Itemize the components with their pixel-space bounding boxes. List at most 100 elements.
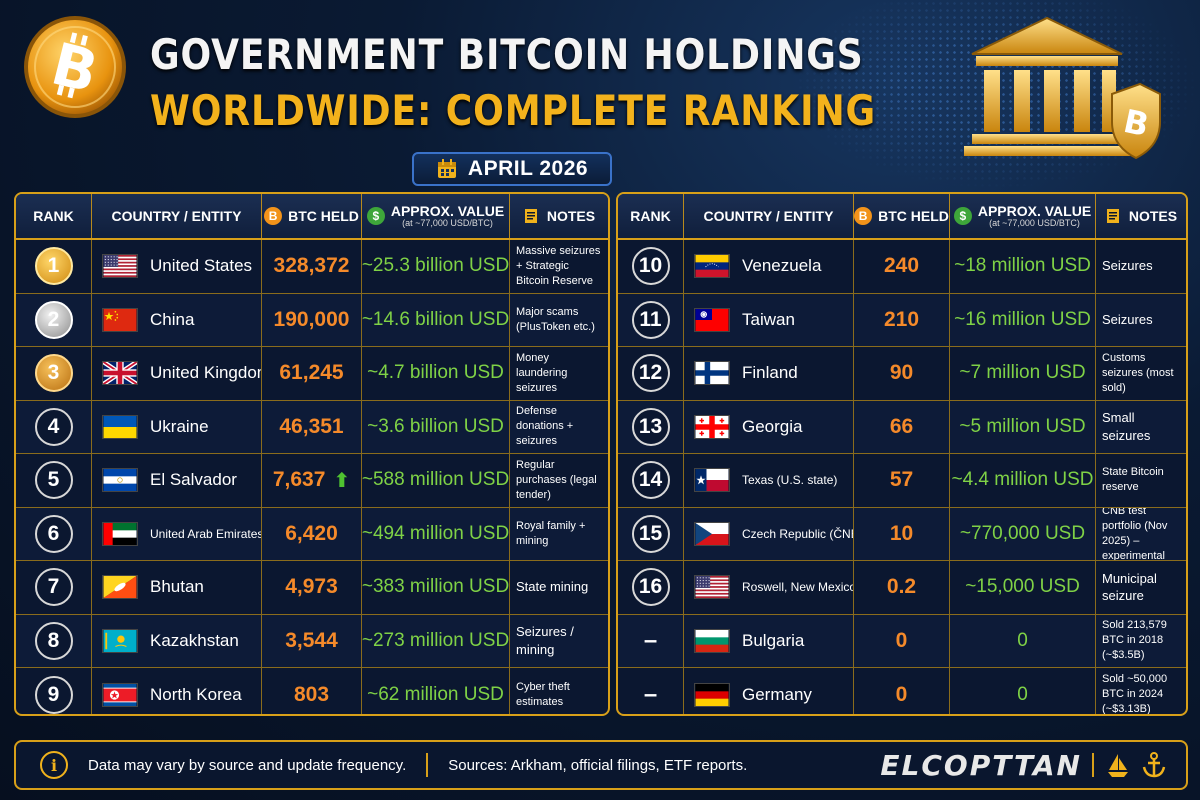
flag-bg-icon bbox=[694, 628, 730, 653]
footer-disclaimer: Data may vary by source and update frequ… bbox=[88, 756, 407, 774]
btc-held-cell: 6,420 bbox=[262, 507, 362, 560]
col-value: $ APPROX. VALUE (at ~77,000 USD/BTC) bbox=[950, 194, 1096, 238]
btc-held-cell: 90 bbox=[854, 347, 950, 400]
notes-text: Major scams (PlusToken etc.) bbox=[516, 305, 595, 333]
approx-value-cell: ~14.6 billion USD bbox=[362, 293, 510, 346]
approx-value: ~5 million USD bbox=[959, 415, 1086, 437]
btc-held-cell: 66 bbox=[854, 400, 950, 453]
country-cell: Texas (U.S. state) bbox=[684, 454, 854, 507]
table-body-left: 1 United States 328,372 ~25.3 billion USD Ma… bbox=[16, 240, 608, 714]
approx-value-cell: ~4.4 million USD bbox=[950, 454, 1096, 507]
rank-badge: 11 bbox=[631, 300, 670, 339]
flag-cz-icon bbox=[694, 521, 730, 546]
rank-badge: 7 bbox=[34, 568, 73, 607]
title-line-2: WORLDWIDE: COMPLETE RANKING bbox=[150, 86, 877, 135]
notes-cell: Sold ~50,000 BTC in 2024 (~$3.13B) bbox=[1096, 668, 1186, 714]
brand-logo: ELCOPTTAN bbox=[880, 748, 1082, 782]
notes-text: State mining bbox=[516, 579, 589, 595]
btc-held-value: 210 bbox=[883, 307, 920, 331]
rank-cell: 12 bbox=[618, 347, 684, 400]
rank-cell: 8 bbox=[16, 614, 92, 667]
country-name: Georgia bbox=[742, 416, 803, 436]
approx-value-cell: ~588 million USD bbox=[362, 454, 510, 507]
rank-cell: 14 bbox=[618, 454, 684, 507]
rank-cell: 6 bbox=[16, 507, 92, 560]
table-row: 2 China 190,000 ~14.6 billion USD Major scam… bbox=[16, 293, 608, 347]
footer-sources: Sources: Arkham, official filings, ETF r… bbox=[448, 756, 748, 774]
approx-value-cell: ~15,000 USD bbox=[950, 561, 1096, 614]
approx-value-cell: ~494 million USD bbox=[362, 507, 510, 560]
bitcoin-icon: B bbox=[854, 207, 873, 225]
notes-text: Money laundering seizures bbox=[516, 351, 568, 394]
rank-cell: 2 bbox=[16, 293, 92, 346]
btc-held-cell: 210 bbox=[854, 293, 950, 346]
rank-badge: 14 bbox=[631, 461, 670, 500]
table-row: 16 Roswell, New Mexico (USA) 0.2 ~15,000 US… bbox=[618, 561, 1186, 615]
notes-text: Seizures bbox=[1102, 258, 1153, 274]
notes-text: Defense donations + seizures bbox=[516, 405, 574, 448]
notes-text: Sold 213,579 BTC in 2018 (~$3.5B) bbox=[1102, 619, 1167, 662]
notes-text: Royal family + mining bbox=[516, 519, 586, 547]
flag-gb-icon bbox=[102, 361, 138, 386]
rank-medal-badge: 2 bbox=[34, 300, 73, 339]
table-row: 15 Czech Republic (ČNB) 10 ~770,000 USD ČNB … bbox=[618, 507, 1186, 561]
btc-held-value: 6,420 bbox=[285, 521, 338, 545]
rank-cell: 5 bbox=[16, 454, 92, 507]
rank-medal-badge: 1 bbox=[34, 247, 73, 286]
approx-value: ~62 million USD bbox=[367, 683, 504, 705]
flag-ae-icon bbox=[102, 521, 138, 546]
country-name: Taiwan bbox=[742, 309, 795, 329]
country-name: Kazakhstan bbox=[150, 630, 239, 650]
notes-cell: Major scams (PlusToken etc.) bbox=[510, 294, 608, 347]
rank-badge: 15 bbox=[631, 514, 670, 553]
country-name: Czech Republic (ČNB) bbox=[742, 526, 854, 541]
bitcoin-logo-icon: B bbox=[24, 16, 126, 118]
btc-held-cell: 240 bbox=[854, 240, 950, 293]
header: B GOVERNMENT BITCOIN HOLDINGS WORLDWIDE:… bbox=[0, 0, 1200, 190]
btc-held-value: 328,372 bbox=[273, 254, 350, 278]
btc-held-cell: 3,544 bbox=[262, 614, 362, 667]
notes-cell: Seizures / mining bbox=[510, 615, 608, 668]
notes-cell: Massive seizures + Strategic Bitcoin Res… bbox=[510, 240, 608, 293]
btc-held-cell: 7,637 ⬆ bbox=[262, 454, 362, 507]
btc-held-cell: 328,372 bbox=[262, 240, 362, 293]
rank-cell: – bbox=[618, 614, 684, 667]
flag-ve-icon bbox=[694, 254, 730, 279]
notes-cell: ČNB test portfolio (Nov 2025) –experimen… bbox=[1096, 508, 1186, 561]
rank-badge: 5 bbox=[34, 461, 73, 500]
ranking-table-right: RANK COUNTRY / ENTITY B BTC HELD $ APPROX.… bbox=[616, 192, 1188, 716]
country-cell: Finland bbox=[684, 347, 854, 400]
country-cell: United States bbox=[92, 240, 262, 293]
approx-value: ~16 million USD bbox=[954, 308, 1091, 330]
country-cell: China bbox=[92, 293, 262, 346]
table-row: 13 Georgia 66 ~5 million USD Small seizures bbox=[618, 400, 1186, 454]
calendar-icon bbox=[437, 159, 456, 178]
approx-value: ~4.4 million USD bbox=[951, 469, 1094, 491]
notes-cell: Cyber theft estimates bbox=[510, 668, 608, 714]
col-notes-label: NOTES bbox=[546, 207, 596, 224]
rank-badge: 9 bbox=[34, 675, 73, 714]
approx-value: ~14.6 billion USD bbox=[362, 308, 510, 330]
notes-cell: Municipal seizure bbox=[1096, 561, 1186, 614]
country-cell: Czech Republic (ČNB) bbox=[684, 507, 854, 560]
approx-value: ~3.6 billion USD bbox=[367, 415, 504, 437]
approx-value-cell: ~7 million USD bbox=[950, 347, 1096, 400]
country-name: Venezuela bbox=[742, 256, 822, 276]
rank-cell: 15 bbox=[618, 507, 684, 560]
col-rank-label: RANK bbox=[630, 207, 671, 224]
table-row: 6 United Arab Emirates 6,420 ~494 million U… bbox=[16, 507, 608, 561]
ranking-table-left: RANK COUNTRY / ENTITY B BTC HELD $ APPROX.… bbox=[14, 192, 610, 716]
country-cell: Bulgaria bbox=[684, 614, 854, 667]
approx-value: ~4.7 billion USD bbox=[367, 362, 504, 384]
country-name: Ukraine bbox=[150, 416, 209, 436]
table-body-right: 10 Venezuela 240 ~18 million USD Seizures 11 T… bbox=[618, 240, 1186, 714]
btc-held-cell: 803 bbox=[262, 668, 362, 714]
btc-held-value: 4,973 bbox=[285, 575, 338, 599]
rank-badge: 16 bbox=[631, 568, 670, 607]
btc-held-value: 10 bbox=[889, 521, 914, 545]
country-name: China bbox=[150, 309, 195, 329]
rank-cell: 7 bbox=[16, 561, 92, 614]
col-btc: B BTC HELD bbox=[854, 194, 950, 238]
rank-cell: 16 bbox=[618, 561, 684, 614]
country-name: Finland bbox=[742, 363, 798, 383]
